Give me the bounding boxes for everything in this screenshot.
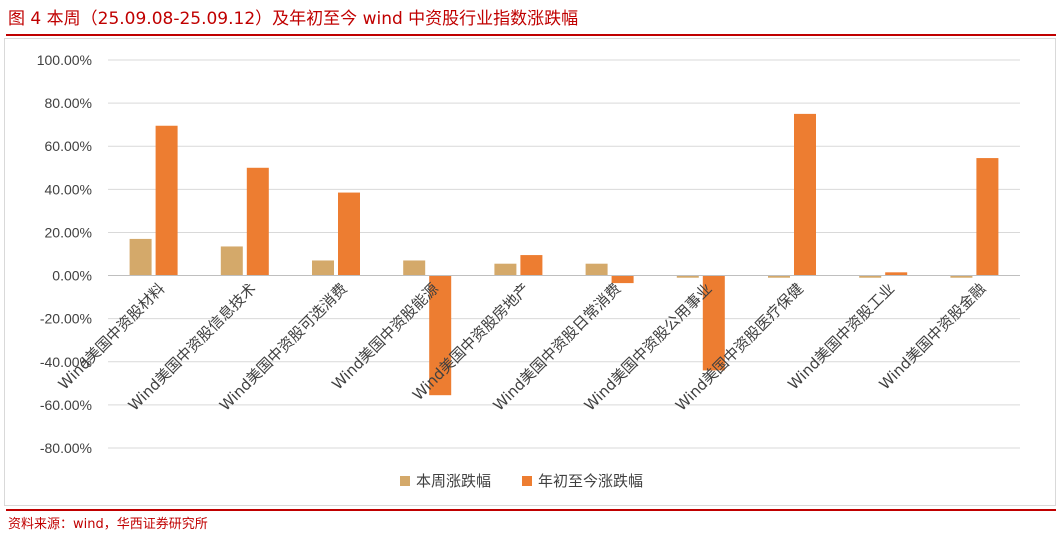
title-divider (6, 34, 1056, 36)
bar (859, 275, 882, 278)
bar (338, 192, 360, 276)
bar (585, 263, 608, 276)
y-tick-label: 20.00% (45, 224, 92, 240)
bar (312, 260, 334, 276)
y-tick-label: -20.00% (40, 311, 92, 327)
chart-frame (4, 38, 1056, 506)
bar (885, 272, 908, 276)
bar (129, 238, 152, 276)
bar (976, 158, 999, 276)
y-tick-label: 0.00% (52, 268, 92, 284)
y-tick-label: 80.00% (45, 95, 92, 111)
bar (950, 275, 973, 278)
bar (702, 275, 725, 371)
bar (676, 275, 699, 278)
legend-swatch (400, 476, 410, 486)
source-divider (6, 509, 1056, 511)
legend-label: 年初至今涨跌幅 (538, 472, 643, 490)
y-tick-label: -80.00% (40, 440, 92, 456)
bar (246, 167, 269, 276)
bar (520, 255, 543, 276)
bar (155, 125, 178, 276)
y-tick-label: 100.00% (37, 52, 92, 68)
bar (494, 263, 517, 276)
y-tick-label: 40.00% (45, 181, 92, 197)
bar (429, 275, 452, 396)
figure-title: 图 4 本周（25.09.08-25.09.12）及年初至今 wind 中资股行… (8, 9, 579, 29)
y-tick-label: -60.00% (40, 397, 92, 413)
bar (403, 260, 426, 276)
y-tick-label: -40.00% (40, 354, 92, 370)
legend-swatch (522, 476, 532, 486)
bar (220, 246, 243, 276)
bar (768, 275, 790, 278)
source-note: 资料来源：wind，华西证券研究所 (8, 517, 208, 532)
bar (611, 275, 634, 284)
legend-label: 本周涨跌幅 (416, 472, 491, 490)
bar (794, 113, 816, 276)
y-tick-label: 60.00% (45, 138, 92, 154)
